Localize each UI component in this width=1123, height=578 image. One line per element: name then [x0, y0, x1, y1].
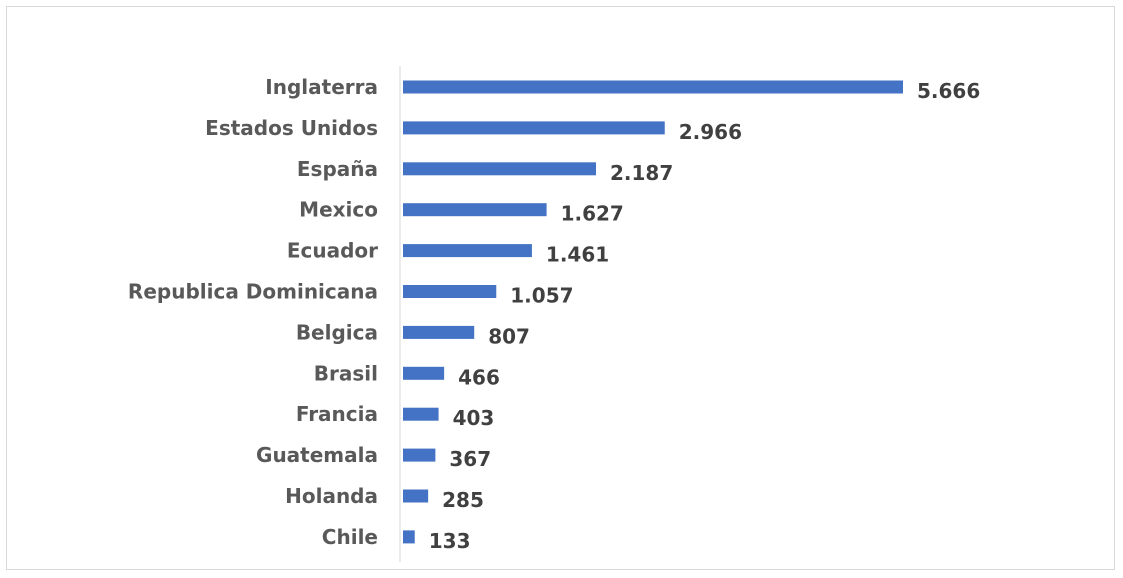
category-label: Chile [322, 525, 378, 549]
value-label: 285 [442, 488, 484, 512]
bar-inglaterra [403, 80, 903, 94]
bars-group [403, 80, 903, 544]
value-label: 466 [458, 365, 500, 389]
bar-francia [403, 407, 439, 421]
category-label: Inglaterra [265, 75, 378, 99]
category-label: Mexico [299, 198, 378, 222]
category-labels-group: Inglaterra Estados Unidos España Mexico Ecua… [128, 75, 378, 549]
bar-españa [403, 162, 596, 176]
chart-frame [6, 6, 1115, 570]
value-label: 1.627 [561, 202, 624, 226]
category-label: España [297, 157, 378, 181]
category-label: Estados Unidos [205, 116, 378, 140]
value-label: 403 [453, 406, 495, 430]
value-label: 133 [429, 529, 471, 553]
category-label: Republica Dominicana [128, 280, 378, 304]
value-label: 367 [449, 447, 491, 471]
value-label: 1.461 [546, 243, 609, 267]
bar-holanda [403, 489, 429, 503]
bar-mexico [403, 203, 547, 217]
category-label: Guatemala [256, 443, 378, 467]
bar-ecuador [403, 244, 532, 258]
value-label: 807 [488, 324, 530, 348]
value-label: 2.966 [679, 120, 742, 144]
bar-guatemala [403, 448, 436, 462]
bar-chile [403, 530, 415, 544]
value-label: 5.666 [917, 79, 980, 103]
category-label: Holanda [285, 484, 378, 508]
bar-belgica [403, 325, 475, 339]
value-label: 2.187 [610, 161, 673, 185]
category-label: Belgica [296, 320, 378, 344]
category-label: Francia [296, 402, 378, 426]
bar-republica-dominicana [403, 285, 497, 298]
value-label: 1.057 [510, 284, 573, 308]
category-label: Ecuador [287, 239, 378, 263]
category-label: Brasil [314, 361, 378, 385]
bar-brasil [403, 366, 445, 380]
bar-estados-unidos [403, 121, 665, 135]
